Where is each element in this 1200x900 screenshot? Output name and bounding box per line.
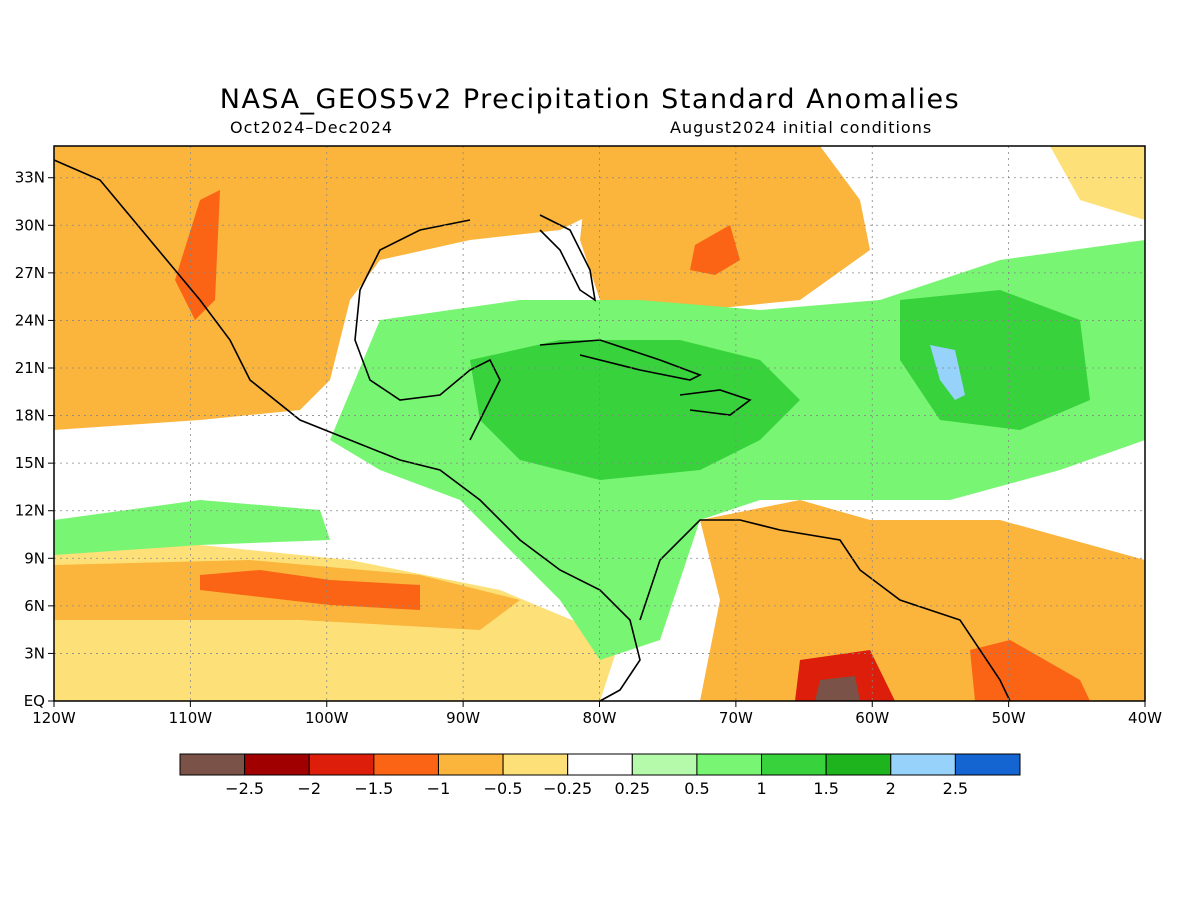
very-dry-atlantic-spot: [690, 225, 740, 275]
coastline-gulf: [354, 219, 501, 441]
initial-conditions: August2024 initial conditions: [670, 118, 933, 137]
very-dry-baja: [175, 190, 220, 320]
colorbar-label: −1.5: [354, 779, 393, 798]
lon-tick-label: 110W: [169, 709, 213, 727]
wet-core-caribbean: [470, 340, 800, 480]
colorbar-label: −2: [297, 779, 321, 798]
dry-region-south-america: [700, 500, 1145, 701]
colorbar: [179, 753, 1021, 776]
colorbar-labels: −2.5 −2 −1.5 −1 −0.5 −0.25 0.25 0.5 1 1.5 2 2.5: [225, 779, 968, 798]
very-dry-guiana: [970, 640, 1090, 701]
colorbar-label: 2: [886, 779, 896, 798]
colorbar-swatch: [244, 753, 310, 776]
coastline-mexico-pacific: [53, 159, 641, 702]
lat-tick-label: 21N: [15, 359, 45, 377]
colorbar-swatch: [890, 753, 956, 776]
extreme-dry-south-america: [815, 676, 860, 701]
lon-tick-label: 80W: [583, 709, 617, 727]
lat-tick-label: EQ: [24, 692, 45, 710]
colorbar-swatch: [696, 753, 763, 776]
colorbar-label: −2.5: [225, 779, 264, 798]
coastlines: [53, 159, 1011, 702]
colorbar-label: −0.5: [484, 779, 523, 798]
colorbar-label: 0.25: [614, 779, 650, 798]
colorbar-label: 2.5: [943, 779, 968, 798]
lat-tick-label: 27N: [15, 264, 45, 282]
very-dry-pacific-band: [200, 570, 420, 610]
colorbar-label: −0.25: [543, 779, 592, 798]
longitude-labels: 120W 110W 100W 90W 80W 70W 60W 50W 40W: [32, 709, 1162, 727]
colorbar-label: 0.5: [684, 779, 709, 798]
coastline-cuba: [539, 339, 702, 381]
forecast-period: Oct2024–Dec2024: [230, 118, 394, 137]
lat-tick-label: 30N: [15, 216, 45, 234]
lon-tick-label: 70W: [719, 709, 753, 727]
wet-core-atlantic: [900, 290, 1090, 430]
coastline-hispaniola: [679, 389, 752, 416]
lat-tick-label: 6N: [24, 597, 45, 615]
lat-tick-label: 15N: [15, 454, 45, 472]
dry-patch-east: [1050, 146, 1145, 220]
wet-patch-bluegreen: [930, 345, 965, 400]
lat-tick-label: 9N: [24, 549, 45, 567]
lon-tick-label: 90W: [446, 709, 480, 727]
latitude-labels: EQ 3N 6N 9N 12N 15N 18N 21N 24N 27N 30N 33N: [15, 169, 45, 710]
coastline-south-america: [639, 519, 1011, 702]
lon-tick-label: 100W: [305, 709, 349, 727]
colorbar-swatch: [567, 753, 633, 776]
lon-tick-label: 120W: [32, 709, 76, 727]
anomaly-field: [54, 146, 1145, 701]
lat-tick-label: 33N: [15, 169, 45, 187]
colorbar-swatch: [179, 753, 246, 776]
colorbar-swatch: [502, 753, 569, 776]
colorbar-swatch: [373, 753, 439, 776]
colorbar-label: 1.5: [813, 779, 838, 798]
graticule: [48, 146, 1146, 707]
lat-tick-label: 24N: [15, 311, 45, 329]
map-title: NASA_GEOS5v2 Precipitation Standard Anom…: [219, 84, 961, 115]
colorbar-swatch: [308, 753, 375, 776]
colorbar-swatch: [954, 753, 1021, 776]
colorbar-label: −1: [427, 779, 451, 798]
colorbar-swatch: [437, 753, 504, 776]
lat-tick-label: 12N: [15, 502, 45, 520]
colorbar-swatch: [631, 753, 698, 776]
wet-band-pacific: [54, 500, 330, 555]
map-frame: [53, 145, 1146, 702]
lon-tick-label: 60W: [855, 709, 889, 727]
coastline-florida: [539, 214, 597, 302]
colorbar-label: 1: [756, 779, 766, 798]
colorbar-swatch: [825, 753, 892, 776]
lat-tick-label: 18N: [15, 407, 45, 425]
lon-tick-label: 40W: [1128, 709, 1162, 727]
lat-tick-label: 3N: [24, 644, 45, 662]
colorbar-swatch: [761, 753, 827, 776]
lon-tick-label: 50W: [992, 709, 1026, 727]
